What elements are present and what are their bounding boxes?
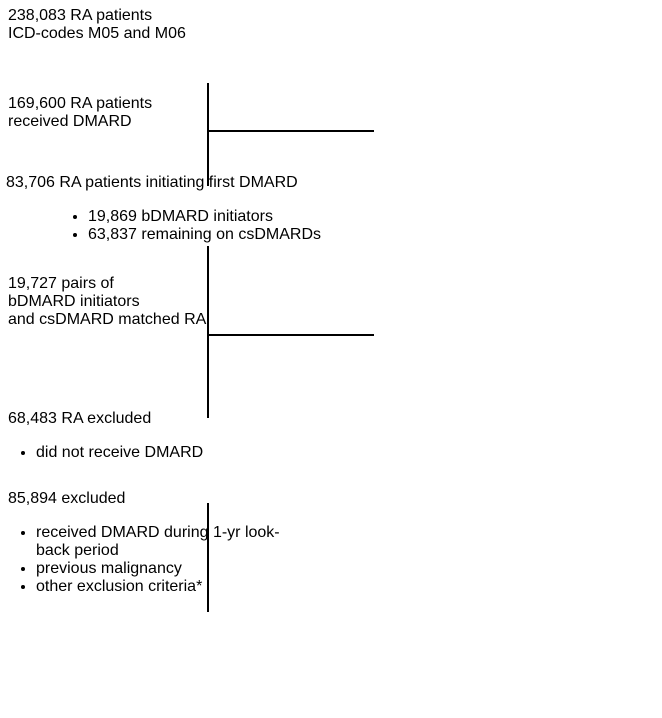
box-heading: 238,083 RA patients xyxy=(8,7,153,24)
bullet-text: previous malignancy xyxy=(36,560,182,577)
bullet-item: 19,869 bDMARD initiators xyxy=(88,208,368,226)
bullet-item: 63,837 remaining on csDMARDs xyxy=(88,226,368,244)
bullet-item: did not receive DMARD xyxy=(36,444,283,462)
box-heading: 19,727 pairs of xyxy=(8,275,114,292)
bullet-text: 63,837 remaining on csDMARDs xyxy=(88,226,321,243)
bullet-item: received DMARD during 1-yr look-back per… xyxy=(36,524,283,560)
bullet-item: other exclusion criteria* xyxy=(36,578,283,596)
bullet-item: previous malignancy xyxy=(36,560,283,578)
bullet-list: 19,869 bDMARD initiators63,837 remaining… xyxy=(6,208,368,244)
bullet-text: other exclusion criteria* xyxy=(36,578,203,595)
box-heading: 169,600 RA patients xyxy=(8,95,153,112)
bullet-text: did not receive DMARD xyxy=(36,444,204,461)
flow-box: 238,083 RA patients ICD-codes M05 and M06 xyxy=(0,0,362,86)
box-heading: 68,483 RA excluded xyxy=(8,410,152,427)
box-heading: and csDMARD matched RA xyxy=(8,311,207,328)
box-heading: bDMARD initiators xyxy=(8,293,140,310)
bullet-text: 19,869 bDMARD initiators xyxy=(88,208,273,225)
box-heading: 83,706 RA patients initiating first DMAR… xyxy=(6,174,298,191)
flow-box: 169,600 RA patients received DMARD xyxy=(0,86,362,164)
exclusion-box: 85,894 excluded received DMARD during 1-y… xyxy=(0,482,291,635)
bullet-list: did not receive DMARD xyxy=(8,444,283,462)
bullet-list: received DMARD during 1-yr look-back per… xyxy=(8,524,283,596)
flow-box: 83,706 RA patients initiating first DMAR… xyxy=(0,164,374,269)
box-heading: 85,894 excluded xyxy=(8,490,126,507)
flow-box: 19,727 pairs of bDMARD initiators and csDM… xyxy=(0,269,278,401)
exclusion-box: 68,483 RA excluded did not receive DMARD xyxy=(0,401,291,482)
box-heading: received DMARD xyxy=(8,113,132,130)
box-heading: ICD-codes M05 and M06 xyxy=(8,25,186,42)
bullet-text: received DMARD during 1-yr look-back per… xyxy=(36,524,280,559)
